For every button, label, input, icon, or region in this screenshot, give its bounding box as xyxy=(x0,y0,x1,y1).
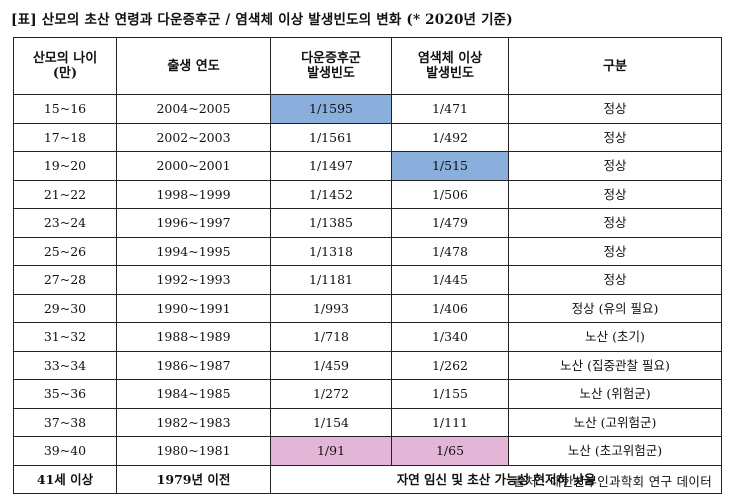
data-table: 산모의 나이 (만) 출생 연도 다운증후군 발생빈도 염색체 이상 발생빈도 … xyxy=(13,37,722,494)
cell-category: 정상 xyxy=(508,236,722,266)
cell-category: 정상 xyxy=(508,265,722,295)
table-row: 27~28 1992~1993 1/1181 1/445 정상 xyxy=(13,265,722,295)
table-row: 25~26 1994~1995 1/1318 1/478 정상 xyxy=(13,236,722,266)
cell-age: 21~22 xyxy=(13,179,117,209)
header-down-frequency: 다운증후군 발생빈도 xyxy=(270,37,392,95)
cell-age: 15~16 xyxy=(13,94,117,124)
table-row: 39~40 1980~1981 1/91 1/65 노산 (초고위험군) xyxy=(13,436,722,466)
cell-chromosome-frequency: 1/155 xyxy=(391,379,509,409)
cell-down-frequency: 1/1318 xyxy=(270,236,392,266)
cell-age: 27~28 xyxy=(13,265,117,295)
cell-age: 17~18 xyxy=(13,122,117,152)
cell-year: 1980~1981 xyxy=(116,436,271,466)
cell-down-frequency: 1/1497 xyxy=(270,151,392,181)
table-row: 33~34 1986~1987 1/459 1/262 노산 (집중관찰 필요) xyxy=(13,350,722,380)
cell-category: 노산 (고위험군) xyxy=(508,407,722,437)
cell-category: 정상 xyxy=(508,122,722,152)
cell-year: 1986~1987 xyxy=(116,350,271,380)
cell-year: 2004~2005 xyxy=(116,94,271,124)
cell-age: 25~26 xyxy=(13,236,117,266)
header-age: 산모의 나이 (만) xyxy=(13,37,117,95)
cell-down-frequency: 1/993 xyxy=(270,293,392,323)
cell-year: 1988~1989 xyxy=(116,322,271,352)
cell-age: 33~34 xyxy=(13,350,117,380)
cell-age: 23~24 xyxy=(13,208,117,238)
cell-down-frequency: 1/1385 xyxy=(270,208,392,238)
cell-chromosome-frequency: 1/111 xyxy=(391,407,509,437)
cell-age: 31~32 xyxy=(13,322,117,352)
cell-down-frequency: 1/1561 xyxy=(270,122,392,152)
table-row: 15~16 2004~2005 1/1595 1/471 정상 xyxy=(13,94,722,124)
cell-chromosome-frequency: 1/515 xyxy=(391,151,509,181)
cell-category: 정상 xyxy=(508,179,722,209)
table-row: 29~30 1990~1991 1/993 1/406 정상 (유의 필요) xyxy=(13,293,722,323)
cell-year: 2000~2001 xyxy=(116,151,271,181)
table-row: 21~22 1998~1999 1/1452 1/506 정상 xyxy=(13,179,722,209)
table-row: 19~20 2000~2001 1/1497 1/515 정상 xyxy=(13,151,722,181)
cell-chromosome-frequency: 1/262 xyxy=(391,350,509,380)
table-row: 17~18 2002~2003 1/1561 1/492 정상 xyxy=(13,122,722,152)
table-title: [표] 산모의 초산 연령과 다운증후군 / 염색체 이상 발생빈도의 변화 (… xyxy=(11,12,513,28)
header-chromosome-frequency: 염색체 이상 발생빈도 xyxy=(391,37,509,95)
table-row: 31~32 1988~1989 1/718 1/340 노산 (초기) xyxy=(13,322,722,352)
header-row: 산모의 나이 (만) 출생 연도 다운증후군 발생빈도 염색체 이상 발생빈도 … xyxy=(13,37,722,95)
cell-year: 1979년 이전 xyxy=(116,464,271,494)
cell-down-frequency: 1/91 xyxy=(270,436,392,466)
cell-year: 1982~1983 xyxy=(116,407,271,437)
cell-chromosome-frequency: 1/478 xyxy=(391,236,509,266)
cell-down-frequency: 1/272 xyxy=(270,379,392,409)
table-row: 23~24 1996~1997 1/1385 1/479 정상 xyxy=(13,208,722,238)
table-row-last: 41세 이상 1979년 이전 자연 임신 및 초산 가능성 현저히 낮음 xyxy=(13,464,722,494)
cell-year: 1984~1985 xyxy=(116,379,271,409)
cell-category: 노산 (초고위험군) xyxy=(508,436,722,466)
cell-age: 39~40 xyxy=(13,436,117,466)
cell-age: 35~36 xyxy=(13,379,117,409)
cell-down-frequency: 1/459 xyxy=(270,350,392,380)
cell-chromosome-frequency: 1/492 xyxy=(391,122,509,152)
cell-category: 노산 (집중관찰 필요) xyxy=(508,350,722,380)
cell-year: 1998~1999 xyxy=(116,179,271,209)
cell-chromosome-frequency: 1/340 xyxy=(391,322,509,352)
cell-age: 29~30 xyxy=(13,293,117,323)
cell-chromosome-frequency: 1/506 xyxy=(391,179,509,209)
cell-age: 41세 이상 xyxy=(13,464,117,494)
cell-year: 1992~1993 xyxy=(116,265,271,295)
cell-down-frequency: 1/1181 xyxy=(270,265,392,295)
cell-age: 37~38 xyxy=(13,407,117,437)
cell-down-frequency: 1/154 xyxy=(270,407,392,437)
cell-year: 1996~1997 xyxy=(116,208,271,238)
header-category: 구분 xyxy=(508,37,722,95)
cell-age: 19~20 xyxy=(13,151,117,181)
cell-category: 정상 xyxy=(508,94,722,124)
cell-note: 자연 임신 및 초산 가능성 현저히 낮음 xyxy=(270,464,722,494)
table-row: 37~38 1982~1983 1/154 1/111 노산 (고위험군) xyxy=(13,407,722,437)
cell-category: 노산 (위험군) xyxy=(508,379,722,409)
cell-year: 1994~1995 xyxy=(116,236,271,266)
table-row: 35~36 1984~1985 1/272 1/155 노산 (위험군) xyxy=(13,379,722,409)
source-note: 출처 : 대한산부인과학회 연구 데이터 xyxy=(513,474,712,489)
cell-down-frequency: 1/1452 xyxy=(270,179,392,209)
cell-category: 정상 xyxy=(508,151,722,181)
cell-chromosome-frequency: 1/445 xyxy=(391,265,509,295)
cell-down-frequency: 1/718 xyxy=(270,322,392,352)
cell-chromosome-frequency: 1/471 xyxy=(391,94,509,124)
cell-chromosome-frequency: 1/65 xyxy=(391,436,509,466)
cell-chromosome-frequency: 1/479 xyxy=(391,208,509,238)
cell-down-frequency: 1/1595 xyxy=(270,94,392,124)
cell-category: 정상 (유의 필요) xyxy=(508,293,722,323)
cell-category: 노산 (초기) xyxy=(508,322,722,352)
header-year: 출생 연도 xyxy=(116,37,271,95)
cell-chromosome-frequency: 1/406 xyxy=(391,293,509,323)
cell-year: 1990~1991 xyxy=(116,293,271,323)
cell-category: 정상 xyxy=(508,208,722,238)
cell-year: 2002~2003 xyxy=(116,122,271,152)
